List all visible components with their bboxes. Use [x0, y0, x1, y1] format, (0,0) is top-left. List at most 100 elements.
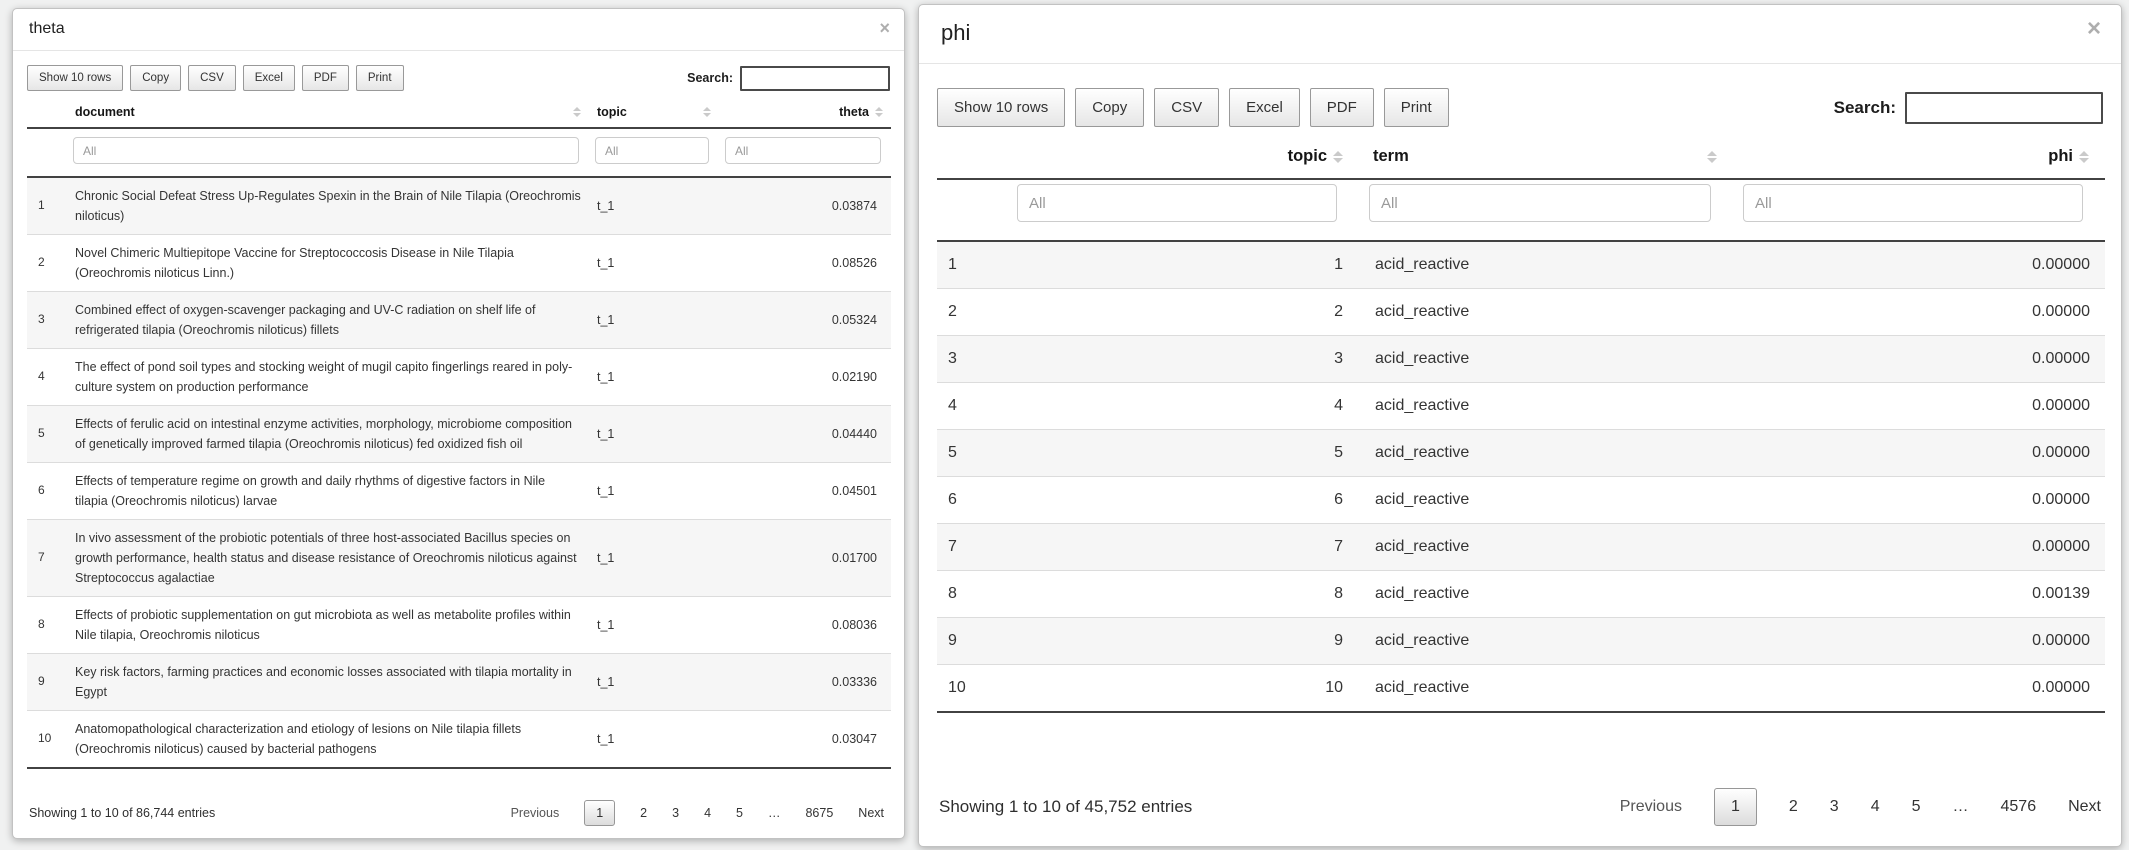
table-row[interactable]: 2 Novel Chimeric Multiepitope Vaccine fo… — [27, 234, 891, 292]
previous-button[interactable]: Previous — [510, 806, 560, 820]
theta-cell: 0.01700 — [719, 519, 891, 597]
table-row[interactable]: 7 In vivo assessment of the probiotic po… — [27, 519, 891, 597]
toolbar-button[interactable]: CSV — [188, 65, 236, 91]
table-row[interactable]: 1 Chronic Social Defeat Stress Up-Regula… — [27, 177, 891, 235]
column-header-term[interactable]: term — [1359, 141, 1733, 180]
table-row[interactable]: 5 Effects of ferulic acid on intestinal … — [27, 405, 891, 463]
page-button[interactable]: 5 — [1911, 798, 1921, 815]
next-button[interactable]: Next — [2068, 798, 2101, 815]
page-button[interactable]: 3 — [672, 806, 680, 820]
close-icon[interactable]: × — [879, 18, 890, 38]
row-index-cell: 8 — [27, 596, 67, 654]
search-input[interactable] — [1905, 91, 2103, 124]
table-row[interactable]: 9 9 acid_reactive 0.00000 — [937, 617, 2105, 665]
filter-document-input[interactable] — [73, 137, 579, 164]
toolbar-button[interactable]: PDF — [1309, 88, 1374, 127]
term-cell: acid_reactive — [1359, 288, 1733, 336]
table-row[interactable]: 10 Anatomopathological characterization … — [27, 710, 891, 769]
search-label: Search: — [687, 71, 733, 85]
row-index-cell: 6 — [937, 476, 1007, 524]
page-button[interactable]: 4 — [704, 806, 712, 820]
row-index-cell: 8 — [937, 570, 1007, 618]
toolbar-button[interactable]: Copy — [1075, 88, 1145, 127]
filter-topic-input[interactable] — [1017, 184, 1337, 222]
topic-cell: 2 — [1007, 288, 1359, 336]
page-button[interactable]: … — [1952, 798, 1969, 815]
page-button[interactable]: … — [767, 806, 781, 820]
term-cell: acid_reactive — [1359, 664, 1733, 713]
theta-cell: 0.04501 — [719, 462, 891, 520]
panel-title: theta — [13, 9, 904, 51]
sort-icon — [1707, 151, 1717, 163]
row-index-cell: 2 — [27, 234, 67, 292]
previous-button[interactable]: Previous — [1619, 798, 1682, 815]
column-header-topic[interactable]: topic — [1007, 141, 1359, 180]
page-button[interactable]: 2 — [1788, 798, 1798, 815]
column-header-document[interactable]: document — [67, 100, 589, 129]
page-button[interactable]: 4 — [1870, 798, 1880, 815]
theta-cell: 0.03874 — [719, 177, 891, 235]
row-index-cell: 7 — [27, 519, 67, 597]
toolbar-button[interactable]: Excel — [242, 65, 295, 91]
column-header-theta[interactable]: theta — [719, 100, 891, 129]
phi-window: × phi Show 10 rows Copy CSV Excel PDF Print S… — [918, 4, 2122, 847]
page-button[interactable]: 3 — [1829, 798, 1839, 815]
toolbar-button[interactable]: Copy — [130, 65, 182, 91]
phi-cell: 0.00000 — [1733, 335, 2105, 383]
next-button[interactable]: Next — [858, 806, 884, 820]
topic-cell: t_1 — [589, 519, 719, 597]
table-row[interactable]: 3 3 acid_reactive 0.00000 — [937, 335, 2105, 383]
table-row[interactable]: 6 6 acid_reactive 0.00000 — [937, 476, 2105, 524]
toolbar-button[interactable]: Show 10 rows — [937, 88, 1066, 127]
table-row[interactable]: 3 Combined effect of oxygen-scavenger pa… — [27, 291, 891, 349]
table-row[interactable]: 5 5 acid_reactive 0.00000 — [937, 429, 2105, 477]
topic-cell: 7 — [1007, 523, 1359, 571]
toolbar-button[interactable]: PDF — [301, 65, 349, 91]
theta-cell: 0.04440 — [719, 405, 891, 463]
topic-cell: t_1 — [589, 177, 719, 235]
table-footer: Showing 1 to 10 of 45,752 entries Previo… — [919, 772, 2121, 846]
filter-term-input[interactable] — [1369, 184, 1711, 222]
toolbar-button[interactable]: Excel — [1229, 88, 1300, 127]
table-row[interactable]: 9 Key risk factors, farming practices an… — [27, 653, 891, 711]
phi-cell: 0.00000 — [1733, 288, 2105, 336]
table-row[interactable]: 2 2 acid_reactive 0.00000 — [937, 288, 2105, 336]
topic-cell: 5 — [1007, 429, 1359, 477]
current-page-button[interactable]: 1 — [584, 800, 616, 826]
filter-theta-input[interactable] — [725, 137, 881, 164]
close-icon[interactable]: × — [2086, 15, 2101, 42]
table-row[interactable]: 8 8 acid_reactive 0.00139 — [937, 570, 2105, 618]
toolbar-button[interactable]: CSV — [1154, 88, 1220, 127]
table-row[interactable]: 1 1 acid_reactive 0.00000 — [937, 241, 2105, 289]
page-button[interactable]: 5 — [736, 806, 743, 820]
page-button[interactable]: 4576 — [2000, 798, 2037, 815]
column-label: phi — [2048, 147, 2073, 165]
table-row[interactable]: 6 Effects of temperature regime on growt… — [27, 462, 891, 520]
term-cell: acid_reactive — [1359, 476, 1733, 524]
table-row[interactable]: 8 Effects of probiotic supplementation o… — [27, 596, 891, 654]
page-button[interactable]: 8675 — [805, 806, 834, 820]
current-page-button[interactable]: 1 — [1713, 788, 1757, 826]
table-row[interactable]: 7 7 acid_reactive 0.00000 — [937, 523, 2105, 571]
topic-cell: 4 — [1007, 382, 1359, 430]
column-header-topic[interactable]: topic — [589, 100, 719, 129]
column-label: topic — [1287, 147, 1327, 165]
toolbar-button[interactable]: Print — [1383, 88, 1449, 127]
table-row[interactable]: 10 10 acid_reactive 0.00000 — [937, 664, 2105, 713]
row-index-cell: 9 — [27, 653, 67, 711]
term-cell: acid_reactive — [1359, 617, 1733, 665]
page-button[interactable]: 2 — [640, 806, 648, 820]
toolbar-button[interactable]: Print — [355, 65, 404, 91]
phi-cell: 0.00000 — [1733, 241, 2105, 289]
toolbar-button[interactable]: Show 10 rows — [27, 65, 124, 91]
search-input[interactable] — [740, 65, 890, 91]
table-row[interactable]: 4 4 acid_reactive 0.00000 — [937, 382, 2105, 430]
column-label: term — [1373, 147, 1409, 165]
filter-phi-input[interactable] — [1743, 184, 2083, 222]
column-header-phi[interactable]: phi — [1733, 141, 2105, 180]
document-cell: Effects of ferulic acid on intestinal en… — [67, 405, 589, 463]
table-row[interactable]: 4 The effect of pond soil types and stoc… — [27, 348, 891, 406]
term-cell: acid_reactive — [1359, 335, 1733, 383]
filter-topic-input[interactable] — [595, 137, 709, 164]
